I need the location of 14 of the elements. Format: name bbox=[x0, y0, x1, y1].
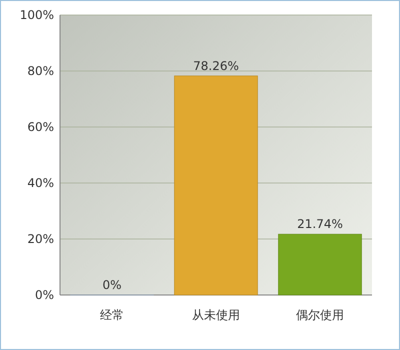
x-tick-label: 偶尔使用 bbox=[296, 308, 344, 322]
data-label: 0% bbox=[102, 278, 122, 292]
y-tick-label: 20% bbox=[27, 232, 54, 246]
x-tick-label: 从未使用 bbox=[192, 308, 240, 322]
y-tick-label: 40% bbox=[27, 176, 54, 190]
y-tick-label: 80% bbox=[27, 64, 54, 78]
y-tick-label: 0% bbox=[34, 288, 54, 302]
bar bbox=[174, 76, 258, 296]
x-tick-label: 经常 bbox=[100, 308, 124, 322]
bar bbox=[278, 234, 362, 296]
y-tick-label: 100% bbox=[20, 8, 54, 22]
y-tick-label: 60% bbox=[27, 120, 54, 134]
data-label: 21.74% bbox=[297, 217, 343, 232]
data-label: 78.26% bbox=[193, 58, 239, 73]
